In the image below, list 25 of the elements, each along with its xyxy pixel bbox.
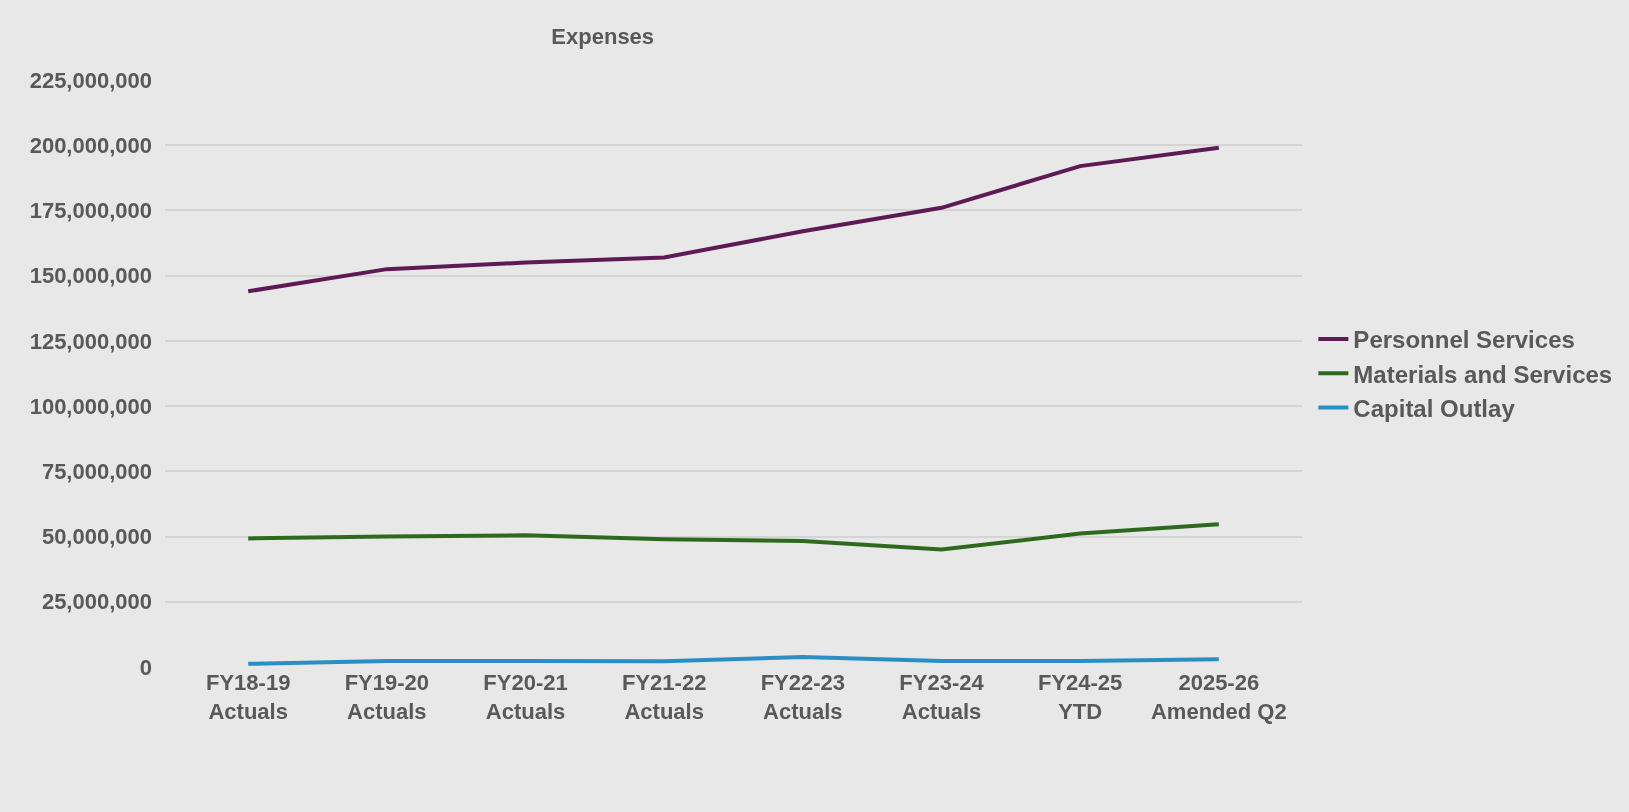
y-tick-label: 175,000,000	[29, 198, 152, 224]
line-series	[246, 145, 1221, 294]
y-tick-label: 125,000,000	[29, 328, 152, 354]
x-tick-label: FY20-21 Actuals	[483, 670, 568, 724]
y-tick-label: 225,000,000	[29, 67, 152, 93]
line-series	[246, 522, 1221, 552]
legend-label: Capital Outlay	[1353, 394, 1516, 422]
chart-title: Expenses	[551, 23, 655, 49]
x-tick-label: FY24-25 YTD	[1037, 670, 1123, 724]
x-tick-label: FY23-24 Actuals	[899, 670, 985, 724]
y-tick-label: 150,000,000	[29, 263, 152, 289]
x-tick-label: 2025-26 Amended Q2	[1150, 670, 1287, 724]
x-tick-label: FY22-23 Actuals	[760, 670, 846, 724]
y-tick-label: 25,000,000	[41, 589, 152, 615]
y-tick-label: 100,000,000	[29, 393, 152, 419]
y-tick-label: 50,000,000	[41, 524, 152, 550]
legend-label: Materials and Services	[1353, 360, 1613, 388]
line-series	[246, 655, 1221, 666]
x-tick-label: FY21-22 Actuals	[621, 670, 707, 724]
x-tick-label: FY19-20 Actuals	[344, 670, 430, 724]
y-tick-label: 75,000,000	[41, 459, 152, 485]
y-tick-label: 200,000,000	[29, 132, 152, 158]
legend-label: Personnel Services	[1353, 326, 1575, 354]
x-tick-label: FY18-19 Actuals	[206, 670, 291, 724]
y-tick-label: 0	[139, 654, 152, 680]
